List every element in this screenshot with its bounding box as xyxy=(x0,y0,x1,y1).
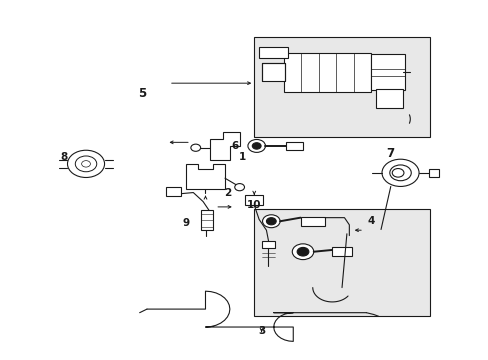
Bar xyxy=(166,187,181,196)
Circle shape xyxy=(252,143,261,149)
Text: 3: 3 xyxy=(257,325,264,336)
Text: 1: 1 xyxy=(238,152,245,162)
Bar xyxy=(331,247,351,256)
Circle shape xyxy=(297,247,308,256)
Circle shape xyxy=(247,139,265,152)
Circle shape xyxy=(262,215,280,228)
Polygon shape xyxy=(185,164,224,189)
Circle shape xyxy=(67,150,104,177)
Text: 6: 6 xyxy=(231,141,238,151)
Bar xyxy=(285,141,303,150)
Bar xyxy=(428,168,438,177)
Text: 4: 4 xyxy=(367,216,374,226)
Text: 5: 5 xyxy=(138,87,146,100)
Text: 9: 9 xyxy=(182,218,189,228)
Bar xyxy=(254,209,429,316)
Polygon shape xyxy=(210,132,239,160)
Bar xyxy=(261,63,285,81)
Text: 7: 7 xyxy=(386,147,394,159)
Circle shape xyxy=(381,159,418,186)
Circle shape xyxy=(190,144,200,151)
Text: 8: 8 xyxy=(61,152,67,162)
Bar xyxy=(200,211,212,230)
Text: 10: 10 xyxy=(246,200,261,210)
Bar xyxy=(259,47,288,58)
Circle shape xyxy=(234,184,244,191)
Circle shape xyxy=(389,165,410,181)
Bar xyxy=(300,217,325,226)
Circle shape xyxy=(391,168,403,177)
Circle shape xyxy=(75,156,97,172)
Circle shape xyxy=(292,244,313,260)
Bar xyxy=(370,54,405,90)
Bar xyxy=(283,53,370,92)
Circle shape xyxy=(81,161,90,167)
Bar xyxy=(375,89,402,108)
Bar xyxy=(245,195,263,205)
Bar xyxy=(254,37,429,137)
Circle shape xyxy=(266,218,276,225)
Text: 2: 2 xyxy=(224,188,231,198)
Bar xyxy=(261,241,275,248)
